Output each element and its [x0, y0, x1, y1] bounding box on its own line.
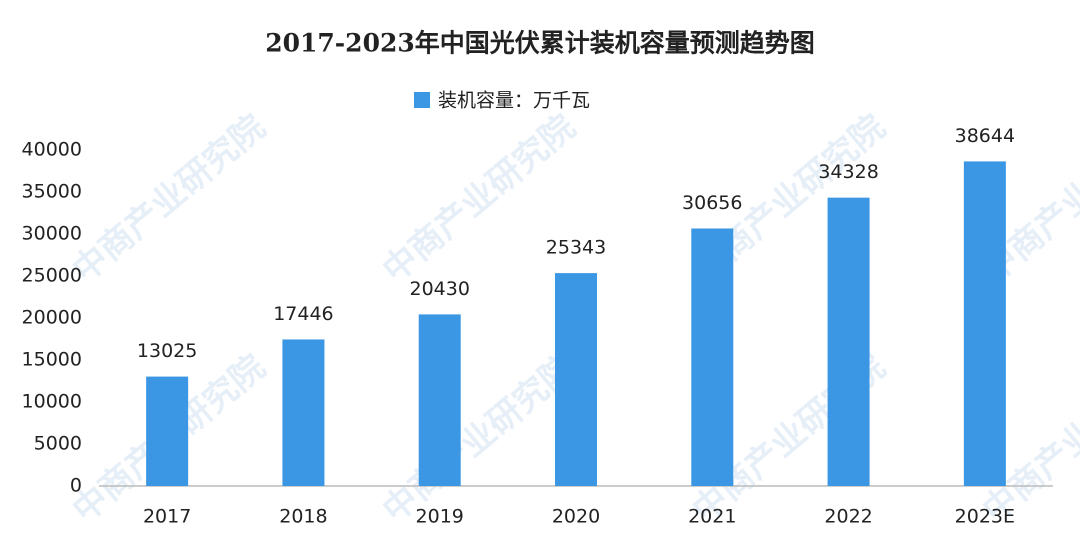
- data-label: 13025: [137, 340, 197, 362]
- y-tick-label: 0: [70, 475, 82, 497]
- y-tick-label: 5000: [34, 433, 82, 455]
- y-tick-label: 25000: [22, 265, 82, 287]
- data-label: 20430: [409, 278, 469, 300]
- y-tick-label: 40000: [22, 139, 82, 161]
- x-tick-label: 2022: [824, 506, 872, 528]
- watermark: 中商产业研究院: [65, 107, 273, 291]
- legend-label: 装机容量：万千瓦: [438, 90, 590, 112]
- y-tick-label: 35000: [22, 181, 82, 203]
- watermark: 中商产业研究院: [375, 347, 583, 531]
- bar: [691, 228, 734, 486]
- x-tick-label: 2018: [279, 506, 327, 528]
- y-tick-label: 20000: [22, 307, 82, 329]
- y-tick-label: 15000: [22, 349, 82, 371]
- chart-title: 2017-2023年中国光伏累计装机容量预测趋势图: [265, 29, 815, 58]
- x-tick-label: 2021: [688, 506, 736, 528]
- y-tick-label: 10000: [22, 391, 82, 413]
- x-tick-label: 2020: [552, 506, 600, 528]
- x-tick-label: 2019: [416, 506, 464, 528]
- y-tick-label: 30000: [22, 223, 82, 245]
- bar: [555, 273, 597, 486]
- bar: [282, 339, 325, 486]
- bar: [827, 197, 870, 486]
- x-tick-label: 2017: [143, 506, 191, 528]
- legend-swatch: [414, 92, 430, 108]
- data-label: 17446: [273, 303, 333, 325]
- bar: [146, 376, 189, 486]
- bar: [418, 314, 461, 486]
- data-label: 38644: [955, 125, 1015, 147]
- data-label: 34328: [818, 161, 878, 183]
- data-label: 30656: [682, 192, 742, 214]
- bar: [963, 161, 1006, 487]
- x-tick-label: 2023E: [955, 506, 1015, 528]
- watermark: 中商产业研究院: [375, 107, 583, 291]
- data-label: 25343: [546, 237, 606, 259]
